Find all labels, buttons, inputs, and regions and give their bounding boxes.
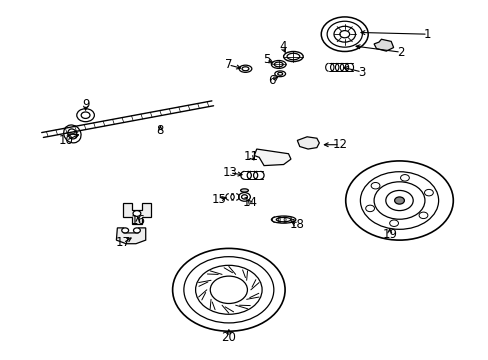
Text: 15: 15 [211,193,226,206]
Text: 4: 4 [278,40,286,53]
Text: 2: 2 [396,46,404,59]
Text: 10: 10 [59,134,73,147]
Text: 7: 7 [224,58,232,71]
Text: 19: 19 [382,228,396,240]
Polygon shape [254,149,290,166]
Text: 12: 12 [332,138,346,151]
Text: 5: 5 [262,53,270,66]
Text: 14: 14 [243,196,257,209]
Circle shape [122,228,128,233]
Text: 20: 20 [221,331,236,344]
Text: 8: 8 [156,124,164,137]
Circle shape [133,211,141,216]
Circle shape [394,197,404,204]
Circle shape [133,228,140,233]
Polygon shape [123,203,150,224]
Text: 9: 9 [81,98,89,111]
Polygon shape [373,39,393,51]
Text: 18: 18 [289,219,304,231]
Text: 13: 13 [222,166,237,179]
Polygon shape [297,137,319,149]
Text: 6: 6 [267,75,275,87]
Text: 11: 11 [243,150,258,163]
Text: 16: 16 [130,214,145,227]
Text: 3: 3 [357,66,365,78]
Polygon shape [116,228,145,244]
Ellipse shape [240,189,248,192]
Text: 17: 17 [116,237,130,249]
Text: 1: 1 [423,28,431,41]
